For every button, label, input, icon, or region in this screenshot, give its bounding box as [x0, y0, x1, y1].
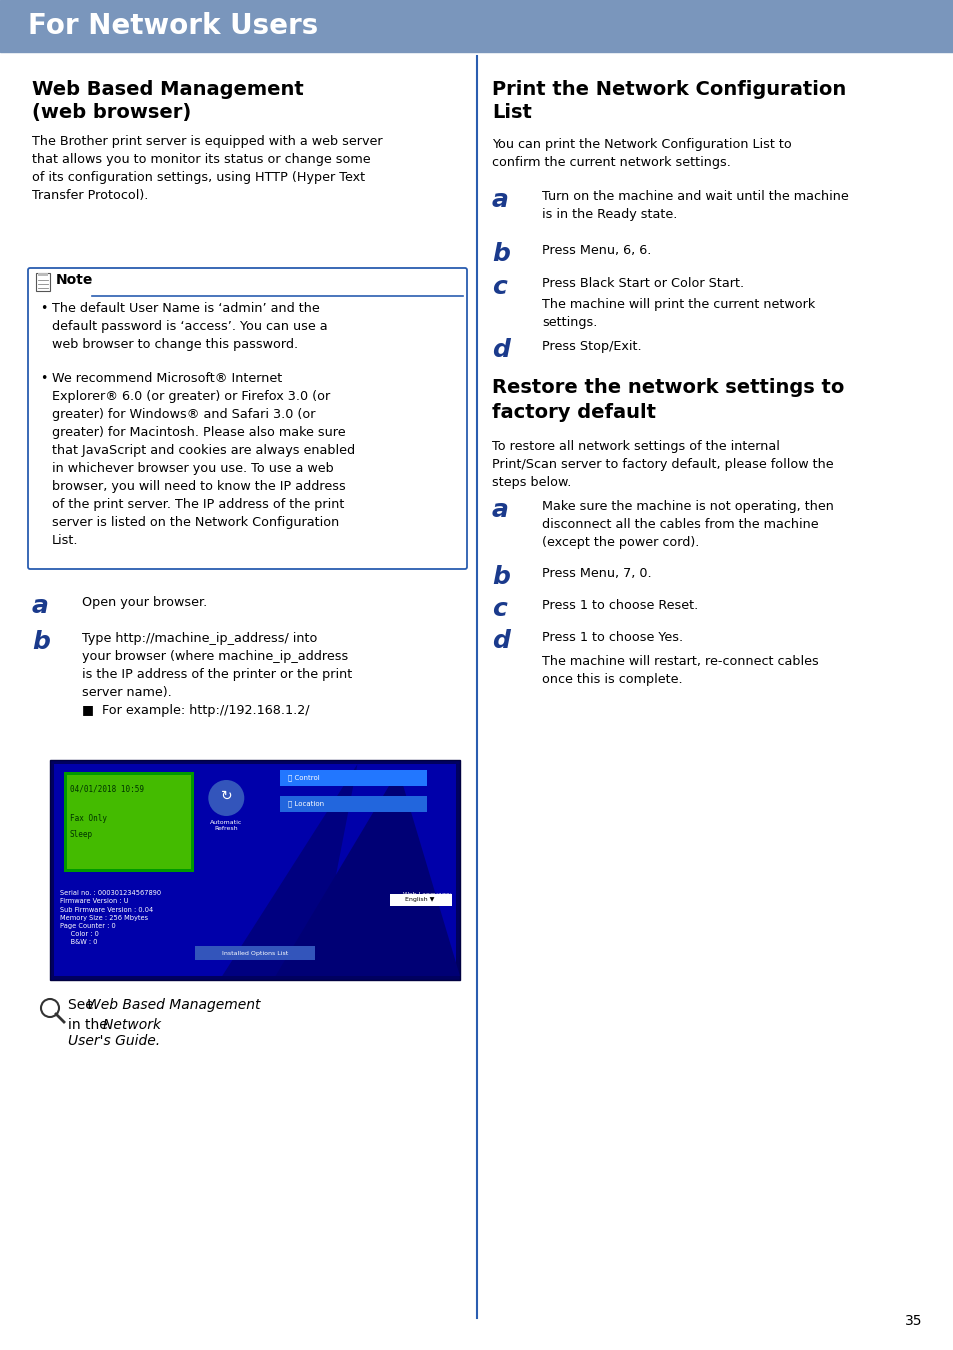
Text: b: b	[492, 566, 509, 589]
Text: 🔒 Control: 🔒 Control	[287, 775, 319, 782]
Text: Open your browser.: Open your browser.	[82, 595, 207, 609]
Text: The machine will restart, re-connect cables
once this is complete.: The machine will restart, re-connect cab…	[541, 655, 818, 686]
Text: a: a	[492, 498, 508, 522]
Text: Press Menu, 7, 0.: Press Menu, 7, 0.	[541, 567, 651, 580]
Text: Serial no. : 000301234567890
Firmware Version : U
Sub Firmware Version : 0.04
Me: Serial no. : 000301234567890 Firmware Ve…	[60, 890, 161, 945]
Text: Press 1 to choose Reset.: Press 1 to choose Reset.	[541, 599, 698, 612]
Text: (web browser): (web browser)	[32, 103, 191, 122]
Text: Installed Options List: Installed Options List	[222, 950, 288, 956]
Text: a: a	[32, 594, 49, 618]
Text: a: a	[492, 188, 508, 212]
Text: The Brother print server is equipped with a web server
that allows you to monito: The Brother print server is equipped wit…	[32, 135, 382, 202]
Text: Press Black Start or Color Start.: Press Black Start or Color Start.	[541, 277, 743, 290]
Text: Make sure the machine is not operating, then
disconnect all the cables from the : Make sure the machine is not operating, …	[541, 500, 833, 549]
Text: ↻: ↻	[220, 788, 232, 803]
Text: Print the Network Configuration: Print the Network Configuration	[492, 80, 845, 99]
Text: List: List	[492, 103, 532, 122]
Text: Type http://machine_ip_address/ into
your browser (where machine_ip_address
is t: Type http://machine_ip_address/ into you…	[82, 632, 352, 717]
Bar	[38, 273, 48, 275]
Text: c: c	[492, 275, 506, 298]
Bar	[194, 946, 314, 960]
Text: Network
User's Guide.: Network User's Guide.	[68, 1018, 161, 1048]
Bar	[36, 273, 50, 292]
Text: b: b	[32, 630, 50, 653]
Text: c: c	[492, 597, 506, 621]
Text: Press Stop/Exit.: Press Stop/Exit.	[541, 340, 641, 352]
Bar	[64, 772, 193, 872]
Text: Automatic
Refresh: Automatic Refresh	[210, 819, 242, 832]
Text: To restore all network settings of the internal
Print/Scan server to factory def: To restore all network settings of the i…	[492, 440, 833, 489]
Bar	[67, 775, 191, 869]
Text: factory default: factory default	[492, 404, 656, 423]
Text: Note: Note	[56, 273, 93, 288]
Bar	[279, 769, 427, 786]
Text: Web Language:: Web Language:	[403, 892, 452, 896]
Text: 04/01/2018 10:59: 04/01/2018 10:59	[70, 784, 144, 792]
Polygon shape	[275, 769, 459, 976]
Text: For Network Users: For Network Users	[28, 12, 318, 40]
FancyBboxPatch shape	[28, 269, 467, 568]
Text: Web Based Management: Web Based Management	[87, 998, 260, 1012]
Text: d: d	[492, 629, 509, 653]
Text: b: b	[492, 242, 509, 266]
Text: Restore the network settings to: Restore the network settings to	[492, 378, 843, 397]
Text: Press ​Menu​, ​6​, ​6​.: Press ​Menu​, ​6​, ​6​.	[541, 244, 651, 256]
Text: Press 1 to choose Yes.: Press 1 to choose Yes.	[541, 630, 682, 644]
Text: 🔒 Location: 🔒 Location	[287, 801, 323, 807]
Text: You can print the Network Configuration List to
confirm the current network sett: You can print the Network Configuration …	[492, 138, 791, 169]
Text: We recommend Microsoft® Internet
Explorer® 6.0 (or greater) or Firefox 3.0 (or
g: We recommend Microsoft® Internet Explore…	[52, 373, 355, 547]
Bar	[390, 894, 452, 906]
Text: The default User Name is ‘admin’ and the
default password is ‘access’. You can u: The default User Name is ‘admin’ and the…	[52, 302, 327, 351]
Text: Turn on the machine and wait until the machine
is in the Ready state.: Turn on the machine and wait until the m…	[541, 190, 848, 221]
Polygon shape	[222, 764, 357, 976]
Text: Sleep: Sleep	[70, 830, 93, 838]
Bar	[279, 796, 427, 811]
Bar	[0, 0, 953, 53]
Text: d: d	[492, 338, 509, 362]
Text: Web Based Management: Web Based Management	[32, 80, 303, 99]
Text: See: See	[68, 998, 98, 1012]
Bar	[54, 764, 456, 976]
Text: 35: 35	[903, 1314, 921, 1328]
Text: English ▼: English ▼	[405, 898, 435, 903]
Bar	[50, 760, 459, 980]
Circle shape	[208, 780, 244, 815]
Text: •: •	[40, 373, 48, 385]
Text: The machine will print the current network
settings.: The machine will print the current netwo…	[541, 298, 815, 329]
Text: •: •	[40, 302, 48, 315]
Text: Fax Only: Fax Only	[70, 814, 107, 824]
Text: in the: in the	[68, 1018, 112, 1031]
